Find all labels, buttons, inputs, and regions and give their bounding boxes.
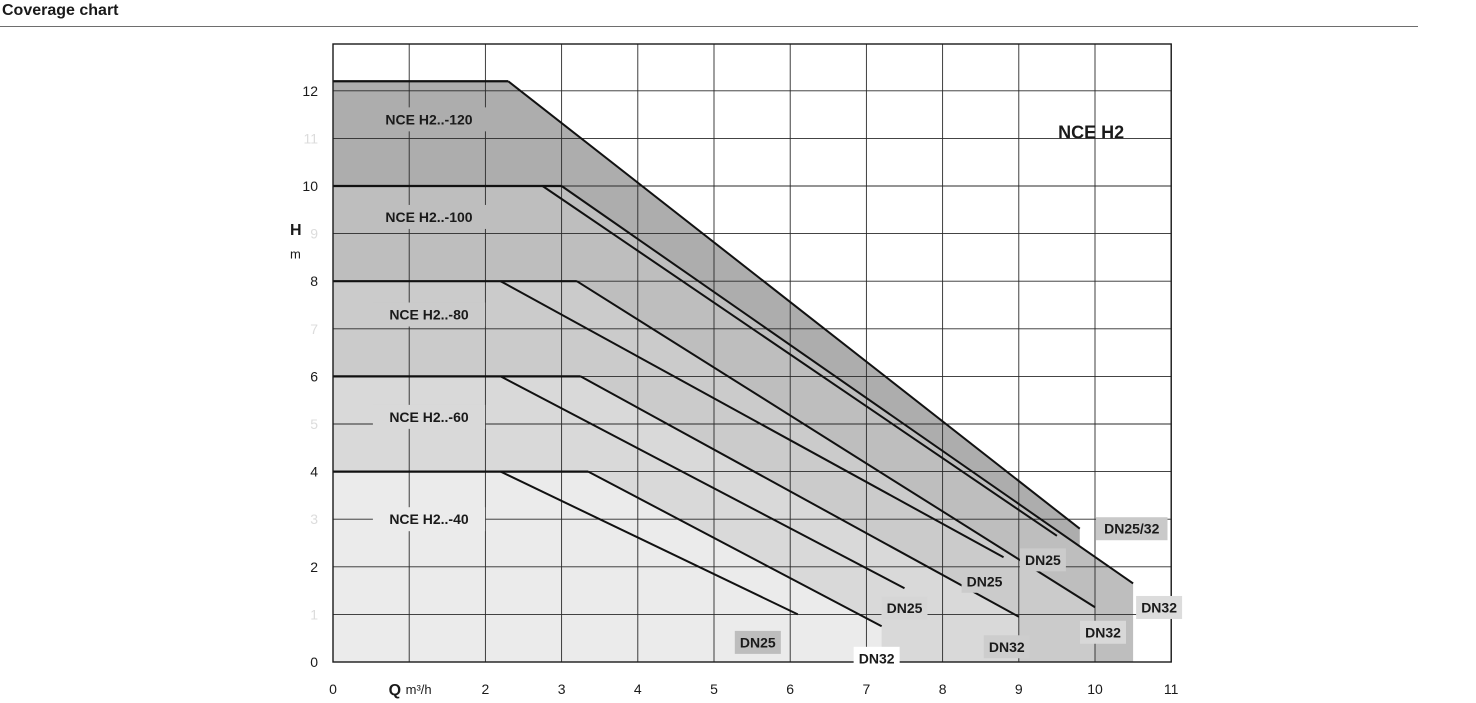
x-tick-label: 8: [939, 681, 947, 697]
curve-line: [500, 375, 905, 590]
curve-label: DN32: [859, 650, 895, 666]
curve-label: DN32: [989, 639, 1025, 655]
curve-label: DN32: [1085, 624, 1121, 640]
curve-label: DN25: [887, 600, 923, 616]
series-label-box: [368, 204, 490, 229]
y-tick-label: 8: [310, 273, 318, 289]
curve-label-box: [1019, 548, 1066, 572]
x-tick-label: 4: [634, 681, 642, 697]
curve-label-box: [881, 596, 928, 620]
curve-label-box: [853, 646, 900, 670]
series-label: NCE H2..-40: [389, 511, 469, 527]
x-tick-label: 11: [1164, 681, 1179, 697]
curve-label-box: [1080, 620, 1126, 644]
curve-line: [500, 470, 799, 616]
curve-label: DN25: [967, 573, 1003, 589]
curve-label: DN32: [1141, 599, 1177, 615]
series-label-box: [372, 507, 486, 532]
y-tick-label: 3: [310, 511, 318, 527]
y-tick-label: 12: [302, 83, 318, 99]
x-tick-label: 0: [329, 681, 337, 697]
chart-title: NCE H2: [1058, 122, 1124, 142]
x-axis-symbol: Q: [389, 682, 401, 699]
curve-label-box: [1096, 517, 1168, 541]
series-label: NCE H2..-120: [385, 111, 472, 127]
series-label-box: [368, 107, 490, 132]
y-tick-label: 0: [310, 654, 318, 670]
curve-label: DN25: [740, 634, 776, 650]
x-tick-label: 9: [1015, 681, 1023, 697]
x-axis-unit: m³/h: [406, 682, 432, 697]
curve-label-box: [983, 635, 1030, 659]
x-tick-label: 3: [558, 681, 566, 697]
section-divider: [0, 26, 1418, 27]
curve-label-box: [1136, 595, 1183, 619]
series-label: NCE H2..-80: [389, 307, 469, 323]
curve-line: [576, 280, 1096, 609]
series-label-box: [372, 302, 486, 327]
curve-label-box: [734, 630, 781, 654]
curve-line: [500, 280, 1005, 559]
series-label: NCE H2..-60: [389, 409, 469, 425]
y-tick-label: 6: [310, 368, 318, 384]
y-tick-label: 2: [310, 559, 318, 575]
x-tick-label: 2: [482, 681, 490, 697]
y-tick-label: 9: [310, 226, 318, 242]
y-axis-symbol: H: [290, 222, 302, 239]
curve-line: [580, 375, 1020, 618]
section-title: Coverage chart: [2, 2, 119, 19]
y-tick-label: 4: [310, 464, 318, 480]
series-label: NCE H2..-100: [385, 209, 472, 225]
x-tick-label: 6: [786, 681, 794, 697]
plot-border: [332, 43, 1172, 663]
curve-label: DN25: [1025, 552, 1061, 568]
y-tick-label: 10: [302, 178, 318, 194]
series-label-box: [372, 404, 486, 429]
x-tick-label: 10: [1087, 681, 1103, 697]
curve-label: DN25/32: [1104, 521, 1159, 537]
y-tick-label: 7: [310, 321, 318, 337]
curve-line: [507, 80, 1081, 530]
y-axis-unit: m: [290, 247, 301, 262]
curve-line: [587, 470, 883, 628]
curve-line: [541, 185, 1058, 537]
y-tick-label: 11: [303, 130, 318, 146]
curve-line: [561, 185, 1134, 585]
y-tick-label: 1: [310, 606, 318, 622]
x-tick-label: 5: [710, 681, 718, 697]
curve-label-box: [961, 569, 1008, 593]
x-tick-label: 7: [863, 681, 871, 697]
y-tick-label: 5: [310, 416, 318, 432]
